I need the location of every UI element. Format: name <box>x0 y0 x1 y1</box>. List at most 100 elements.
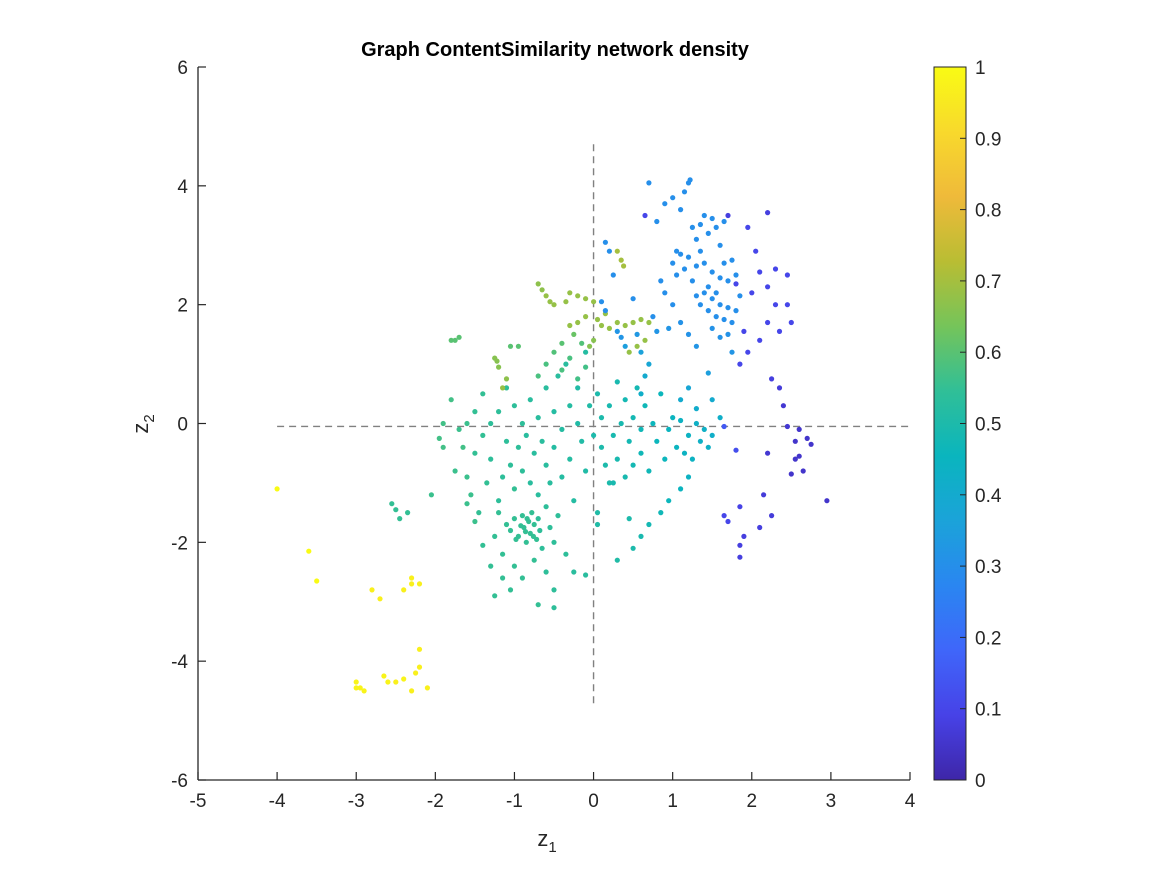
scatter-point <box>693 420 700 427</box>
scatter-point <box>543 462 549 468</box>
y-tick-label: -4 <box>171 652 188 673</box>
scatter-point <box>697 302 704 308</box>
scatter-point <box>503 385 510 391</box>
scatter-point <box>717 334 723 340</box>
scatter-point <box>519 468 526 474</box>
scatter-point <box>737 361 743 367</box>
scatter-point <box>567 456 573 462</box>
scatter-point <box>642 373 648 379</box>
scatter-point <box>776 328 783 334</box>
scatter-point <box>500 575 506 581</box>
scatter-point <box>693 406 700 412</box>
scatter-point <box>610 480 616 486</box>
scatter-point <box>594 391 601 397</box>
scatter-points <box>274 177 830 694</box>
scatter-point <box>385 679 391 685</box>
x-tick-label: -3 <box>348 791 365 812</box>
scatter-point <box>765 210 771 216</box>
scatter-point <box>503 438 510 444</box>
scatter-point <box>622 322 628 329</box>
scatter-point <box>587 403 593 409</box>
scatter-point <box>579 438 585 444</box>
scatter-point <box>389 501 395 507</box>
scatter-point <box>646 180 652 186</box>
scatter-point <box>772 302 779 308</box>
scatter-point <box>531 557 537 563</box>
scatter-point <box>519 513 526 519</box>
scatter-point <box>484 480 490 486</box>
x-tick-label: 2 <box>746 791 757 812</box>
scatter-point <box>393 679 399 685</box>
scatter-point <box>456 334 462 340</box>
scatter-point <box>824 498 830 504</box>
scatter-point <box>792 438 798 444</box>
scatter-point <box>618 257 624 263</box>
scatter-point <box>575 385 581 391</box>
scatter-point <box>784 302 791 308</box>
scatter-point <box>634 385 640 391</box>
scatter-point <box>772 266 779 272</box>
scatter-point <box>602 308 609 314</box>
scatter-point <box>594 316 601 323</box>
scatter-point <box>515 444 522 450</box>
scatter-point <box>678 207 684 213</box>
scatter-point <box>424 685 430 691</box>
scatter-point <box>713 314 719 320</box>
scatter-point <box>769 376 775 382</box>
scatter-point <box>678 486 684 492</box>
scatter-point <box>610 272 616 278</box>
scatter-point <box>575 319 581 326</box>
scatter-point <box>721 218 727 225</box>
scatter-point <box>353 679 359 685</box>
scatter-point <box>800 468 806 474</box>
scatter-point <box>705 370 711 376</box>
scatter-point <box>511 486 517 492</box>
scatter-point <box>614 319 620 326</box>
scatter-point <box>518 523 524 529</box>
scatter-point <box>361 688 367 694</box>
scatter-point <box>551 409 557 415</box>
scatter-point <box>709 432 715 438</box>
scatter-point <box>689 456 696 462</box>
scatter-point <box>626 349 632 355</box>
scatter-point <box>678 397 684 403</box>
reference-lines <box>277 144 910 706</box>
scatter-point <box>519 420 526 427</box>
scatter-point <box>397 516 403 522</box>
scatter-point <box>765 450 771 456</box>
scatter-point <box>630 319 636 326</box>
scatter-point <box>587 343 593 349</box>
scatter-point <box>737 542 743 548</box>
scatter-point <box>551 605 557 611</box>
scatter-point <box>480 542 486 548</box>
scatter-point <box>492 593 498 599</box>
x-tick-label: 4 <box>905 791 916 812</box>
scatter-point <box>705 308 711 314</box>
scatter-point <box>488 420 494 427</box>
scatter-point <box>523 539 529 545</box>
scatter-point <box>494 358 500 364</box>
y-ticks: -6 -4 -2 0 2 4 6 <box>171 58 206 792</box>
scatter-point <box>717 302 723 308</box>
scatter-point <box>654 438 660 444</box>
scatter-point <box>701 426 707 432</box>
scatter-point <box>496 509 502 516</box>
scatter-point <box>539 287 545 293</box>
scatter-point <box>522 529 529 535</box>
scatter-point <box>555 373 561 379</box>
scatter-point <box>456 426 462 432</box>
scatter-point <box>515 343 522 349</box>
scatter-point <box>507 527 514 534</box>
scatter-point <box>737 554 743 560</box>
scatter-point <box>685 254 692 260</box>
y-tick-label: -6 <box>171 771 188 792</box>
scatter-point <box>547 480 553 486</box>
scatter-point <box>583 572 589 578</box>
scatter-point <box>598 415 605 421</box>
scatter-point <box>737 504 743 510</box>
scatter-point <box>496 364 502 370</box>
scatter-point <box>405 509 411 516</box>
scatter-point <box>559 426 565 432</box>
scatter-point <box>559 340 565 346</box>
scatter-point <box>496 498 502 504</box>
